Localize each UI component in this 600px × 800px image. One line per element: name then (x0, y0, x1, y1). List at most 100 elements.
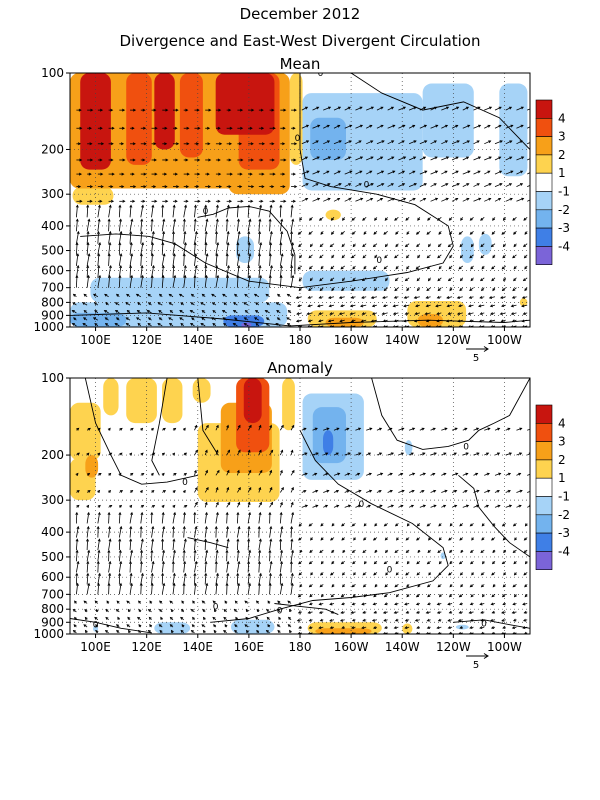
vector-arrowhead (84, 616, 88, 620)
vector-arrowhead (251, 108, 255, 112)
vector-arrowhead (488, 156, 492, 160)
vector-arrowhead (214, 560, 218, 565)
vector-arrow (172, 550, 176, 562)
vector-arrowhead (194, 501, 198, 505)
vector-arrowhead (148, 616, 152, 620)
vector-arrowhead (522, 278, 526, 282)
vector-arrow (494, 125, 502, 129)
vector-arrowhead (129, 452, 133, 456)
vector-arrowhead (194, 253, 198, 257)
y-tick-label: 1000 (33, 627, 64, 641)
vector-arrowhead (436, 295, 440, 299)
y-tick-label: 600 (41, 264, 64, 278)
vector-arrow (97, 219, 100, 232)
vector-arrowhead (172, 549, 176, 553)
vector-arrowhead (351, 602, 355, 606)
vector-arrowhead (340, 325, 343, 327)
vector-arrowhead (259, 469, 263, 473)
vector-arrowhead (383, 618, 387, 622)
vector-arrowhead (240, 126, 244, 130)
shaded-region (310, 117, 346, 160)
vector-arrowhead (315, 452, 319, 456)
vector-arrowhead (77, 185, 82, 189)
vector-arrowhead (318, 319, 322, 323)
vector-arrowhead (308, 288, 312, 292)
vector-arrow (301, 198, 308, 202)
figure-subtitle: Divergence and East-West Divergent Circu… (120, 32, 481, 50)
vector-arrowhead (381, 140, 385, 144)
vector-arrowhead (147, 323, 151, 326)
vector-arrowhead (393, 626, 397, 630)
vector-arrowhead (416, 610, 420, 614)
vector-arrowhead (348, 183, 352, 186)
vector-arrowhead (142, 199, 146, 203)
vector-arrowhead (401, 140, 405, 144)
vector-arrowhead (519, 489, 523, 493)
vector-arrow (183, 561, 186, 573)
colorbar-label: 3 (558, 435, 566, 449)
vector-arrowhead (351, 255, 355, 259)
vector-arrowhead (427, 217, 431, 221)
vector-arrowhead (490, 626, 495, 629)
vector-arrow (237, 470, 240, 476)
vector-arrow (344, 473, 350, 476)
vector-arrowhead (406, 231, 410, 235)
vector-arrow (118, 242, 121, 255)
vector-arrowhead (267, 600, 271, 604)
vector-arrow (408, 198, 416, 202)
vector-arrowhead (328, 296, 332, 299)
vector-arrowhead (83, 317, 87, 321)
vector-arrowhead (283, 199, 287, 203)
vector-arrow (172, 583, 175, 595)
vector-arrowhead (132, 108, 137, 112)
vector-arrowhead (361, 626, 365, 630)
vector-arrowhead (225, 511, 229, 515)
vector-arrow (269, 231, 273, 244)
vector-arrowhead (158, 293, 163, 297)
vector-arrow (86, 231, 89, 244)
vector-arrowhead (98, 274, 102, 279)
vector-arrow (226, 512, 228, 524)
vector-arrowhead (394, 584, 398, 588)
vector-arrowhead (171, 560, 175, 564)
vector-arrowhead (131, 172, 135, 176)
vector-arrowhead (384, 626, 388, 629)
vector-arrowhead (87, 582, 91, 586)
vector-arrowhead (325, 452, 329, 456)
vector-arrowhead (259, 242, 263, 246)
vector-arrowhead (454, 504, 458, 508)
vector-arrowhead (330, 266, 334, 270)
vector-arrowhead (168, 323, 173, 326)
vector-arrow (484, 156, 492, 161)
vector-arrowhead (471, 537, 475, 541)
vector-arrowhead (341, 537, 345, 541)
vector-arrowhead (118, 572, 122, 576)
vector-arrowhead (212, 600, 216, 604)
vector-arrow (344, 170, 352, 175)
vector-arrowhead (191, 317, 195, 321)
vector-arrowhead (469, 626, 473, 630)
vector-arrow (258, 502, 262, 508)
vector-arrow (215, 242, 219, 255)
vector-arrow (414, 296, 420, 299)
vector-arrowhead (346, 427, 350, 431)
vector-arrowhead (182, 582, 186, 586)
vector-arrowhead (108, 204, 112, 208)
vector-arrow (204, 526, 208, 538)
vector-arrowhead (288, 608, 292, 612)
vector-arrow (118, 231, 122, 244)
vector-arrow (226, 205, 230, 218)
vector-arrowhead (320, 561, 324, 565)
y-tick-label: 400 (41, 219, 64, 233)
vector-arrowhead (519, 452, 523, 456)
vector-arrowhead (168, 302, 172, 305)
vector-arrow (312, 452, 319, 456)
vector-arrowhead (194, 230, 198, 235)
vector-arrow (226, 253, 228, 266)
vector-arrow (323, 125, 330, 129)
vector-arrow (279, 487, 284, 493)
vector-arrowhead (282, 142, 286, 146)
vector-arrowhead (71, 310, 75, 313)
vector-arrow (505, 452, 512, 456)
vector-arrow (194, 450, 198, 456)
